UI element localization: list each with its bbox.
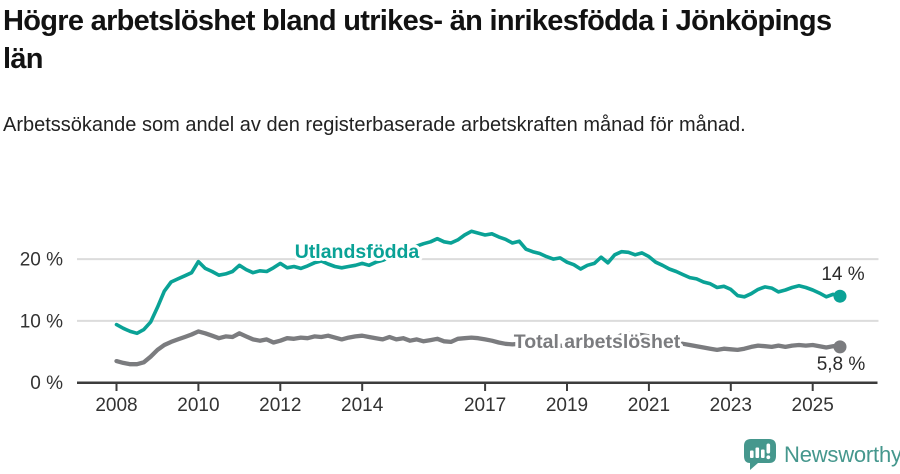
y-tick-label: 10 % — [20, 311, 63, 332]
x-tick-label: 2019 — [546, 395, 588, 416]
end-dot-utlandsfodda — [833, 289, 847, 303]
x-tick-label: 2008 — [95, 395, 137, 416]
series-label-utlandsfodda: Utlandsfödda — [295, 241, 420, 263]
brand-name: Newsworthy — [784, 442, 900, 467]
y-axis-labels: 0 % 10 % 20 % — [20, 250, 63, 395]
logo-bar-2 — [755, 447, 760, 458]
x-tick-label: 2012 — [259, 395, 301, 416]
y-tick-label: 0 % — [30, 373, 63, 394]
series-lines — [114, 229, 843, 367]
end-dot-total — [833, 340, 847, 354]
gridlines — [77, 258, 879, 322]
x-tick-label: 2010 — [177, 395, 219, 416]
logo-exclamation-dot — [766, 455, 771, 460]
logo-bar-1 — [750, 450, 754, 458]
x-tick-label: 2023 — [710, 395, 752, 416]
x-tick-label: 2025 — [792, 395, 834, 416]
x-tick-label: 2014 — [341, 395, 384, 416]
x-tick-label: 2017 — [464, 395, 506, 416]
logo-exclamation-stem — [766, 443, 771, 454]
page-subtitle: Arbetssökande som andel av den registerb… — [3, 114, 746, 136]
end-value-label-total: 5,8 % — [817, 354, 866, 375]
annotations: Utlandsfödda Total arbetslöshet 14 % 5,8… — [292, 238, 868, 378]
series-line-utlandsfodda — [114, 229, 842, 336]
newsworthy-logo-icon — [744, 439, 776, 470]
page-title: Högre arbetslöshet bland utrikes- än inr… — [3, 5, 832, 75]
series-label-total: Total arbetslöshet — [514, 331, 681, 353]
end-value-label-utlandsfodda: 14 % — [821, 264, 864, 285]
footer-brand: Newsworthy — [743, 438, 900, 472]
x-tick-label: 2021 — [628, 395, 670, 416]
x-axis: 2008 2010 2012 2014 2017 2019 2021 2023 2025 — [95, 383, 834, 416]
series-line-total — [114, 329, 843, 367]
series-end-dots — [833, 289, 847, 354]
logo-bar-3 — [761, 449, 765, 458]
y-tick-label: 20 % — [20, 250, 63, 271]
